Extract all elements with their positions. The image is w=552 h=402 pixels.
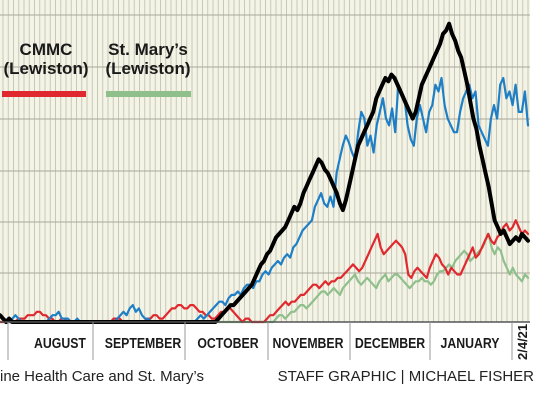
chart-grid [0,0,530,322]
x-tick-label: NOVEMBER [272,335,343,351]
end-date-label: 2/4/21 [515,324,530,360]
legend-label-cmmc-line1: CMMC [19,40,73,59]
x-tick-label: OCTOBER [197,335,258,351]
x-tick-label: JANUARY [441,335,500,351]
staff-credit: STAFF GRAPHIC | MICHAEL FISHER [277,368,534,385]
legend-label-st-marys: St. Mary’s (Lewiston) [100,40,196,78]
legend-label-st-marys-line2: (Lewiston) [105,59,191,78]
legend-swatch-st-marys [106,91,191,97]
x-tick-label: AUGUST [34,335,86,351]
legend-swatch-cmmc [2,91,86,97]
source-text: ine Health Care and St. Mary’s [0,368,204,385]
x-tick-label: SEPTEMBER [105,335,182,351]
x-tick-label: DECEMBER [355,335,425,351]
legend-label-cmmc-line2: (Lewiston) [3,59,89,78]
x-axis: AUGUST SEPTEMBER OCTOBER NOVEMBER DECEMBER JA… [0,321,530,360]
legend-label-cmmc: CMMC (Lewiston) [0,40,92,78]
legend-label-st-marys-line1: St. Mary’s [108,40,188,59]
